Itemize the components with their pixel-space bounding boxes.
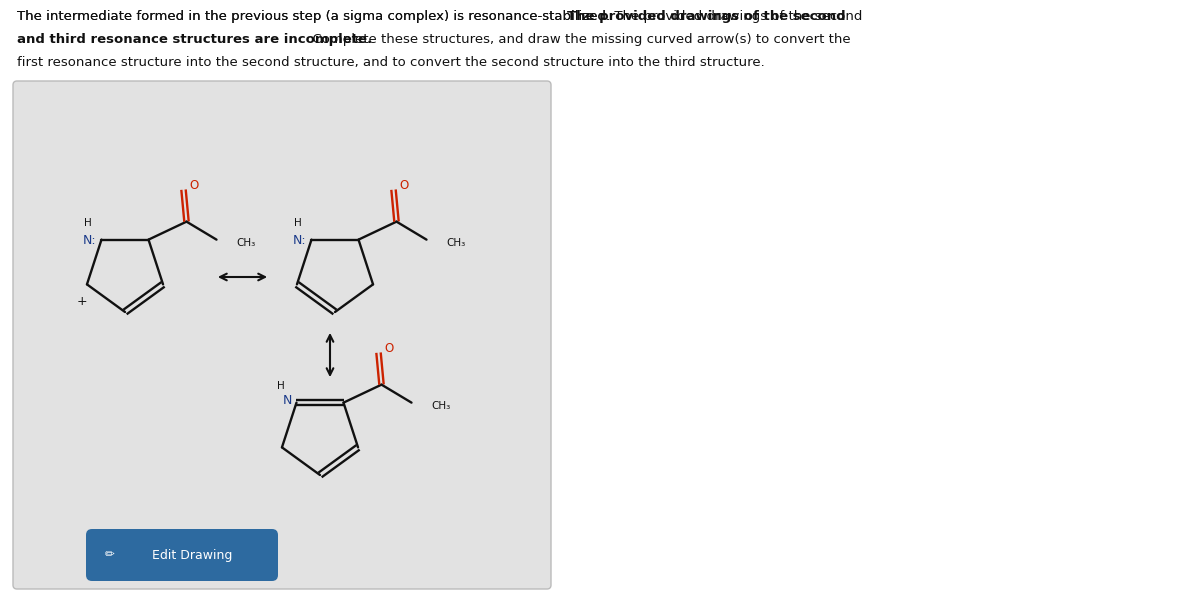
Text: ✏: ✏ [106, 549, 115, 561]
Text: The intermediate formed in the previous step (a sigma complex) is resonance-stab: The intermediate formed in the previous … [17, 10, 614, 23]
Text: CH₃: CH₃ [446, 237, 466, 248]
Text: CH₃: CH₃ [236, 237, 256, 248]
Text: O: O [384, 342, 394, 355]
Text: +: + [77, 295, 88, 308]
Text: H: H [294, 218, 301, 228]
FancyBboxPatch shape [86, 529, 278, 581]
Text: N:: N: [293, 234, 306, 247]
Text: O: O [398, 179, 408, 192]
Text: H: H [84, 218, 91, 228]
Text: H: H [277, 381, 284, 391]
FancyBboxPatch shape [13, 81, 551, 589]
Text: The provided drawings of the second: The provided drawings of the second [568, 10, 846, 23]
Text: CH₃: CH₃ [432, 401, 451, 411]
Text: Complete these structures, and draw the missing curved arrow(s) to convert the: Complete these structures, and draw the … [305, 33, 851, 46]
Text: O: O [188, 179, 198, 192]
Text: and third resonance structures are incomplete.: and third resonance structures are incom… [17, 33, 372, 46]
Text: The intermediate formed in the previous step (a sigma complex) is resonance-stab: The intermediate formed in the previous … [17, 10, 863, 23]
Text: N:: N: [83, 234, 96, 247]
Text: N: N [283, 394, 292, 407]
Text: first resonance structure into the second structure, and to convert the second s: first resonance structure into the secon… [17, 56, 764, 69]
Text: Edit Drawing: Edit Drawing [152, 549, 232, 561]
